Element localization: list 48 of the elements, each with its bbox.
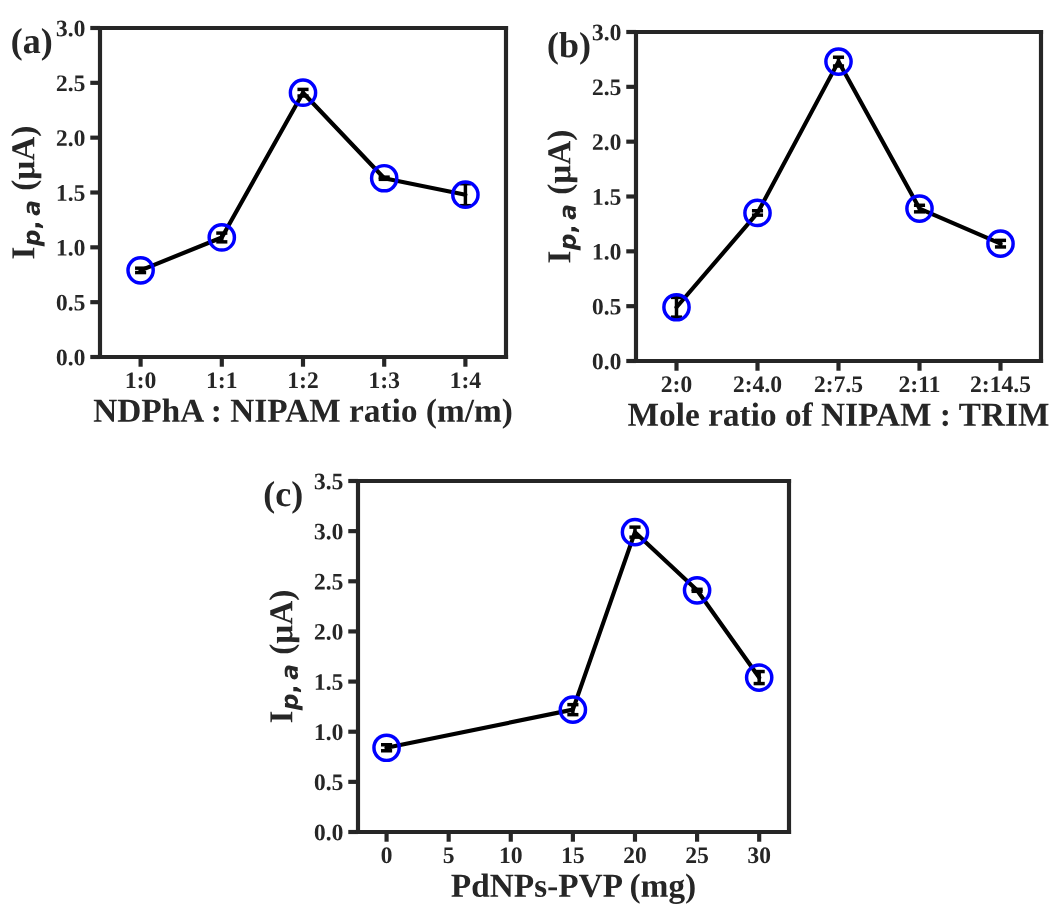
y-tick-label: 0.5 [314, 774, 343, 791]
x-tick-label: 2:7.5 [814, 376, 863, 393]
x-tick-label: 30 [748, 847, 771, 864]
x-tick-label: 10 [500, 847, 522, 864]
x-tick-label: 20 [624, 847, 646, 864]
x-axis-title: NDPhA : NIPAM ratio (m/m) [93, 398, 512, 429]
y-tick-label: 1.5 [593, 189, 621, 206]
y-tick-label: 0.0 [592, 353, 621, 370]
y-tick-label: 1.5 [57, 185, 85, 202]
x-tick-label: 5 [443, 847, 454, 864]
x-axis-title: PdNPs-PVP (mg) [451, 873, 695, 905]
x-tick-label: 1:3 [370, 372, 400, 389]
x-tick-label: 15 [562, 847, 584, 864]
x-tick-label: 1:0 [126, 372, 156, 389]
chart-title: (c) [264, 481, 302, 514]
x-tick-label: 25 [686, 847, 709, 864]
y-axis-title: I$_{p,a}$ (μA) [547, 131, 581, 263]
y-tick-label: 2.5 [314, 573, 343, 590]
x-axis-title: Mole ratio of NIPAM : TRIM [628, 402, 1049, 427]
x-tick-label: 2:14.5 [971, 376, 1031, 393]
y-tick-label: 1.5 [315, 674, 343, 691]
y-tick-label: 3.0 [56, 20, 85, 37]
y-tick-label: 2.0 [592, 134, 621, 151]
y-tick-label: 2.5 [592, 79, 621, 96]
y-tick-label: 3.0 [314, 523, 343, 540]
y-tick-label: 0.0 [314, 824, 343, 841]
x-tick-label: 2:0 [661, 376, 692, 393]
y-tick-label: 2.0 [314, 623, 343, 640]
y-tick-label: 1.0 [593, 243, 621, 260]
y-tick-label: 2.0 [56, 130, 85, 147]
y-tick-label: 0.5 [592, 298, 621, 315]
chart-title: (a) [12, 28, 52, 61]
y-tick-label: 1.0 [315, 724, 343, 741]
y-tick-label: 1.0 [57, 239, 85, 256]
y-axis-title: I$_{p,a}$ (μA) [11, 127, 45, 259]
x-tick-label: 1:4 [451, 372, 481, 389]
y-tick-label: 3.0 [592, 24, 621, 41]
y-tick-label: 0.0 [56, 349, 85, 366]
x-tick-label: 2:4.0 [733, 376, 782, 393]
x-tick-label: 1:1 [207, 372, 237, 389]
y-tick-label: 2.5 [56, 75, 85, 92]
chart-title: (b) [548, 32, 590, 65]
y-tick-label: 3.5 [314, 473, 343, 490]
x-tick-label: 1:2 [289, 372, 318, 389]
y-tick-label: 0.5 [56, 294, 85, 311]
x-tick-label: 2:11 [899, 376, 940, 393]
x-tick-label: 0 [381, 847, 392, 864]
y-axis-title: I$_{p,a}$ (μA) [269, 591, 303, 723]
